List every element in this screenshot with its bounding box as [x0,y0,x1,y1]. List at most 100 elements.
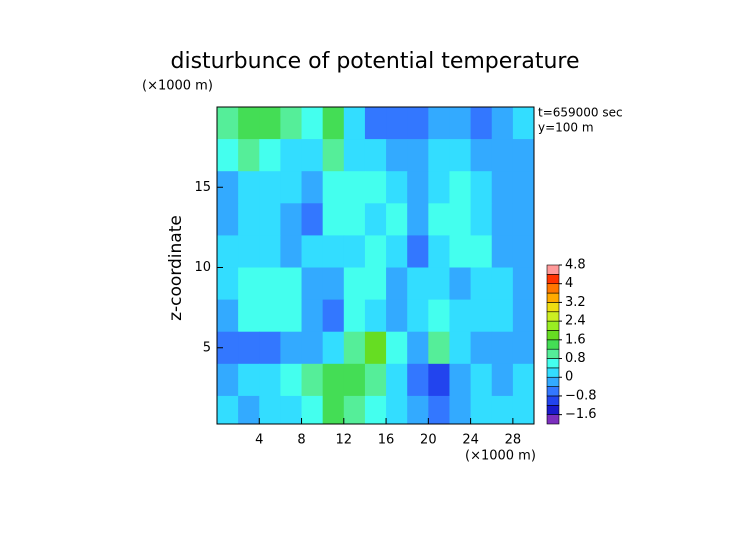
heat-cell [301,171,324,204]
heat-cell [343,267,366,301]
heat-cell [217,203,239,236]
heat-cell [343,331,366,365]
colorbar-block [546,386,560,397]
heat-cell [259,203,281,236]
heat-cell [343,107,366,140]
heat-cell [364,395,387,425]
heat-cell [259,139,281,172]
y-unit: (×1000 m) [142,79,213,94]
colorbar-tick-label: 3.2 [565,295,586,310]
heat-cell [217,363,239,397]
heat-cell [386,171,408,204]
x-tick-label: 8 [297,433,305,448]
heat-cell [428,299,450,333]
annotation: t=659000 sec [538,106,623,120]
heat-cell [428,395,450,425]
colorbar-tick-label: 4.8 [565,258,586,273]
heat-cell [301,107,324,140]
heat-cell [217,171,239,204]
heat-cell [280,107,303,140]
heat-cell [280,299,303,333]
y-axis-label: z-coordinate [166,215,186,321]
heat-cell [322,107,345,140]
colorbar-tick-label: 0 [565,370,573,385]
heat-cell [280,139,303,172]
heat-cell [428,171,450,204]
colorbar-block [546,292,560,303]
heat-cell [428,363,450,397]
colorbar-block [546,283,560,294]
heat-cell [259,267,281,301]
heat-cell [238,171,260,204]
heat-cell [386,299,408,333]
colorbar-block [546,302,560,313]
heat-cell [491,203,514,236]
heat-cell [364,267,387,301]
heat-cell [491,299,514,333]
heat-cell [259,107,281,140]
heat-cell [301,139,324,172]
heat-cell [512,363,535,397]
heat-cell [386,107,408,140]
colorbar-block [546,376,560,387]
heat-cell [491,171,514,204]
heat-cell [386,267,408,301]
heat-cell [449,235,472,269]
heat-cell [449,203,472,236]
heat-cell [364,299,387,333]
y-tick-label: 15 [194,180,211,195]
heat-cell [217,395,239,425]
heat-cell [407,299,429,333]
colorbar-tick-label: 4 [565,276,573,291]
heat-cell [301,299,324,333]
heat-cell [301,203,324,236]
heat-cell [343,395,366,425]
heat-cell [386,235,408,269]
heat-cell [364,171,387,204]
colorbar-block [546,274,560,285]
heat-cell [407,267,429,301]
heat-cell [259,363,281,397]
heat-cell [322,171,345,204]
heat-cell [470,139,493,172]
heat-cell [364,203,387,236]
heat-cell [428,107,450,140]
heat-cell [301,235,324,269]
heat-cell [343,363,366,397]
heat-cell [343,203,366,236]
y-tick-label: 10 [194,260,211,275]
heat-cell [449,363,472,397]
x-tick-label: 12 [336,433,353,448]
heat-cell [512,299,535,333]
colorbar-block [546,358,560,369]
heat-cell [322,331,345,365]
heat-cell [280,203,303,236]
heat-cell [512,139,535,172]
heat-cell [217,331,239,365]
heat-cell [512,395,535,425]
heat-cell [364,235,387,269]
heat-cell [407,395,429,425]
plot-frame [216,106,535,425]
heat-cell [322,299,345,333]
heat-cell [470,203,493,236]
heat-cell [301,331,324,365]
heat-cell [238,235,260,269]
heat-cell [322,267,345,301]
heat-cell [280,363,303,397]
x-tick-label: 28 [505,433,522,448]
heat-cell [280,267,303,301]
heat-cell [491,395,514,425]
heat-cell [512,331,535,365]
x-tick-label: 20 [420,433,437,448]
heat-cell [238,395,260,425]
heat-cell [217,107,239,140]
heat-cell [301,395,324,425]
heat-cell [322,235,345,269]
heat-cell [407,139,429,172]
colorbar-block [546,339,560,350]
x-tick-label: 24 [462,433,479,448]
heat-cell [470,267,493,301]
heat-cell [428,203,450,236]
heat-cell [259,171,281,204]
